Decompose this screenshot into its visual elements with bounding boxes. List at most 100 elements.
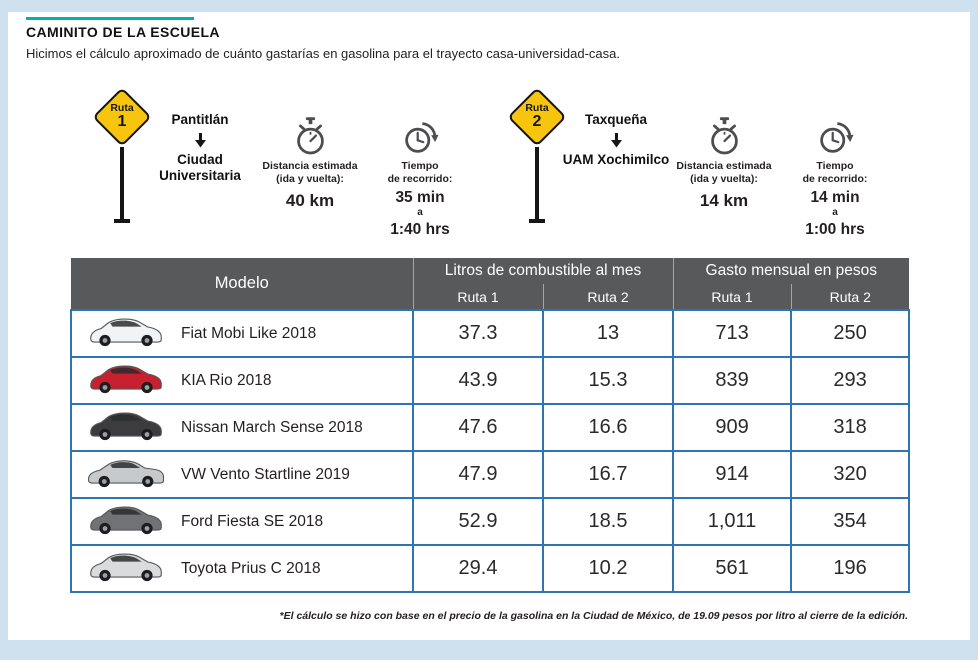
litros-ruta1-value: 52.9 [412,497,544,546]
time-label-line1: Tiempo [401,160,439,172]
content-card: CAMINITO DE LA ESCUELA Hicimos el cálcul… [8,12,970,640]
down-arrow-icon [610,133,622,148]
gasto-ruta2-value: 318 [790,403,911,452]
road-sign-icon: Ruta 2 [507,87,567,147]
table-row: Toyota Prius C 2018 29.4 10.2 561 196 [70,544,911,593]
route-destination: Ciudad Universitaria [159,152,241,184]
route-origin: Pantitlán [171,112,229,127]
table-row: KIA Rio 2018 43.9 15.3 839 293 [70,356,911,405]
subheader-gasto-ruta2: Ruta 2 [790,284,910,310]
model-cell: Toyota Prius C 2018 [70,544,414,593]
subheader-litros-ruta2: Ruta 2 [542,284,674,310]
table-body: Fiat Mobi Like 2018 37.3 13 713 250 KIA Rio 2… [70,309,911,593]
model-name: VW Vento Startline 2019 [181,465,350,483]
gasto-ruta1-value: 713 [672,309,793,358]
model-name: KIA Rio 2018 [181,371,272,389]
gasto-ruta1-value: 909 [672,403,793,452]
litros-ruta2-value: 13 [541,309,675,358]
distance-label-line2: (ida y vuelta): [276,173,344,186]
distance-value: 40 km [285,191,335,211]
route-1-endpoints: Pantitlán Ciudad Universitaria [145,112,255,185]
car-photo [84,456,168,494]
model-cell: Nissan March Sense 2018 [70,403,414,452]
road-sign-icon: Ruta 1 [92,87,152,147]
clock-arrow-icon [404,122,439,153]
time-max-value: 1:00 hrs [805,221,865,239]
route-destination: UAM Xochimilco [562,152,670,168]
route-2-endpoints: Taxqueña UAM Xochimilco [561,112,671,168]
fuel-cost-table: Modelo Litros de combustible al mes Gast… [70,258,911,593]
car-photo [84,503,168,541]
car-photo [84,315,168,353]
model-name: Nissan March Sense 2018 [181,418,363,436]
car-photo [84,362,168,400]
table-row: Ford Fiesta SE 2018 52.9 18.5 1,011 354 [70,497,911,546]
time-min-value: 35 min [395,189,445,207]
time-conjunction: a [832,207,838,219]
clock-arrow-icon [819,122,854,153]
litros-ruta2-value: 16.6 [541,403,675,452]
page-title: CAMINITO DE LA ESCUELA [26,24,220,40]
route-2-time-stat: Tiempo de recorrido: 14 min a 1:00 hrs [775,114,895,239]
gasto-ruta1-value: 1,011 [672,497,793,546]
stopwatch-icon [710,117,738,155]
distance-label-line2: (ida y vuelta): [690,173,758,186]
litros-ruta1-value: 47.9 [412,450,544,499]
time-max-value: 1:40 hrs [390,221,450,239]
route-1-distance-stat: Distancia estimada (ida y vuelta): 40 km [250,114,370,211]
accent-line [26,17,194,20]
subheader-gasto-ruta1: Ruta 1 [672,284,792,310]
footnote: *El cálculo se hizo con base en el preci… [279,610,908,622]
route-sign-number: 2 [532,113,542,131]
table-header: Modelo Litros de combustible al mes Gast… [71,258,910,310]
car-photo [84,409,168,447]
distance-label-line1: Distancia estimada [262,160,358,172]
sign-pole-base [114,219,130,223]
page-subtitle: Hicimos el cálculo aproximado de cuánto … [26,46,620,61]
model-name: Ford Fiesta SE 2018 [181,512,324,530]
litros-ruta1-value: 37.3 [412,309,544,358]
route-1-time-stat: Tiempo de recorrido: 35 min a 1:40 hrs [360,114,480,239]
table-row: Nissan March Sense 2018 47.6 16.6 909 318 [70,403,911,452]
time-label-line2: de recorrido: [802,173,868,186]
sign-pole-base [529,219,545,223]
sign-pole [120,147,124,219]
gasto-ruta2-value: 196 [790,544,911,593]
litros-ruta2-value: 10.2 [541,544,675,593]
litros-ruta2-value: 15.3 [541,356,675,405]
time-label-line1: Tiempo [816,160,854,172]
model-cell: VW Vento Startline 2019 [70,450,414,499]
time-conjunction: a [417,207,423,219]
route-1-sign: Ruta 1 [67,87,177,223]
litros-ruta2-value: 16.7 [541,450,675,499]
model-name: Fiat Mobi Like 2018 [181,324,317,342]
gasto-ruta1-value: 914 [672,450,793,499]
route-origin: Taxqueña [584,112,647,127]
model-cell: Ford Fiesta SE 2018 [70,497,414,546]
gasto-ruta1-value: 839 [672,356,793,405]
gasto-ruta2-value: 354 [790,497,911,546]
gasto-ruta2-value: 293 [790,356,911,405]
gasto-ruta2-value: 250 [790,309,911,358]
col-header-modelo: Modelo [71,258,413,310]
litros-ruta1-value: 29.4 [412,544,544,593]
gasto-ruta1-value: 561 [672,544,793,593]
litros-ruta1-value: 47.6 [412,403,544,452]
time-min-value: 14 min [810,189,860,207]
route-2-distance-stat: Distancia estimada (ida y vuelta): 14 km [664,114,784,211]
route-sign-word: Ruta [110,101,134,114]
model-cell: KIA Rio 2018 [70,356,414,405]
col-header-gasto: Gasto mensual en pesos [672,258,910,284]
route-sign-word: Ruta [525,101,549,114]
col-header-litros: Litros de combustible al mes [412,258,674,284]
table-row: VW Vento Startline 2019 47.9 16.7 914 320 [70,450,911,499]
car-photo [84,550,168,588]
distance-label-line1: Distancia estimada [676,160,772,172]
route-sign-number: 1 [117,113,127,131]
model-name: Toyota Prius C 2018 [181,559,321,577]
table-row: Fiat Mobi Like 2018 37.3 13 713 250 [70,309,911,358]
litros-ruta1-value: 43.9 [412,356,544,405]
down-arrow-icon [194,133,206,148]
sign-pole [535,147,539,219]
distance-value: 14 km [699,191,749,211]
